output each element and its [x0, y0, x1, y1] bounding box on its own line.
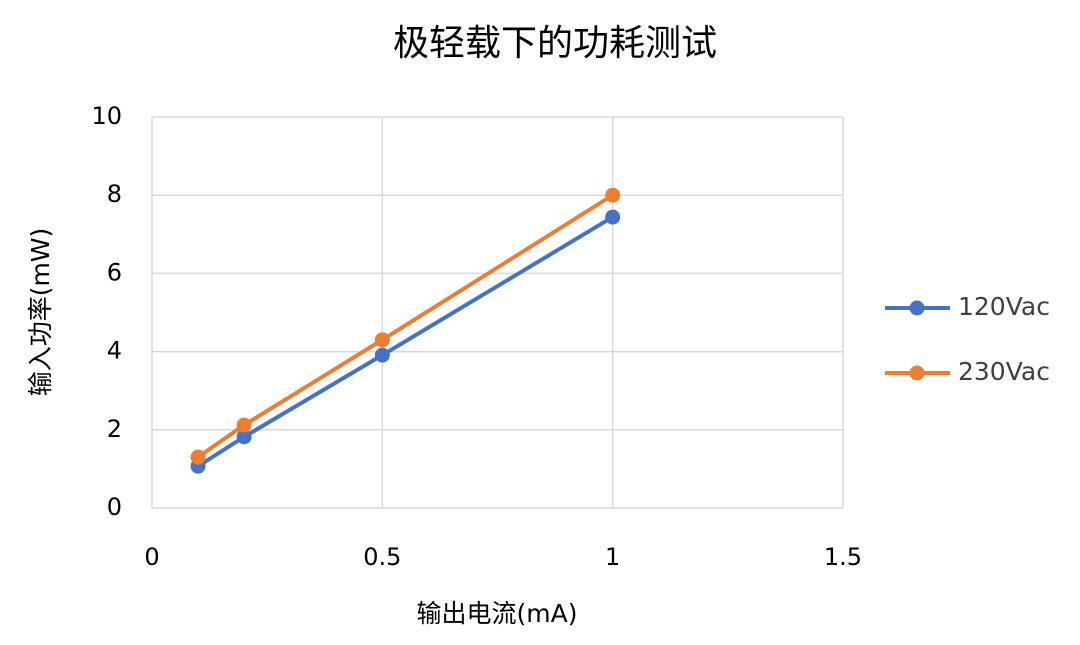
x-tick-label: 0	[144, 543, 159, 571]
data-point	[374, 332, 390, 348]
x-tick-label: 0.5	[363, 543, 401, 571]
x-axis-title: 输出电流(mA)	[417, 599, 578, 628]
y-tick-label: 2	[107, 415, 122, 443]
y-tick-label: 8	[107, 180, 122, 208]
data-point	[605, 209, 621, 225]
x-tick-label: 1	[605, 543, 620, 571]
data-point	[190, 449, 206, 465]
series-line	[196, 215, 614, 468]
data-point	[236, 429, 252, 445]
legend-marker	[909, 300, 925, 316]
y-axis-title: 输入功率(mW)	[26, 228, 55, 397]
x-tick-label: 1.5	[824, 543, 862, 571]
legend-marker	[909, 365, 925, 381]
series-line	[196, 193, 614, 459]
y-tick-label: 4	[107, 337, 122, 365]
data-point	[374, 347, 390, 363]
legend-label: 230Vac	[958, 357, 1050, 386]
data-point	[605, 187, 621, 203]
legend-label: 120Vac	[958, 292, 1050, 321]
y-tick-label: 6	[107, 258, 122, 286]
y-tick-label: 10	[91, 102, 122, 130]
chart-title: 极轻载下的功耗测试	[393, 23, 717, 64]
y-tick-label: 0	[107, 493, 122, 521]
data-point	[236, 417, 252, 433]
